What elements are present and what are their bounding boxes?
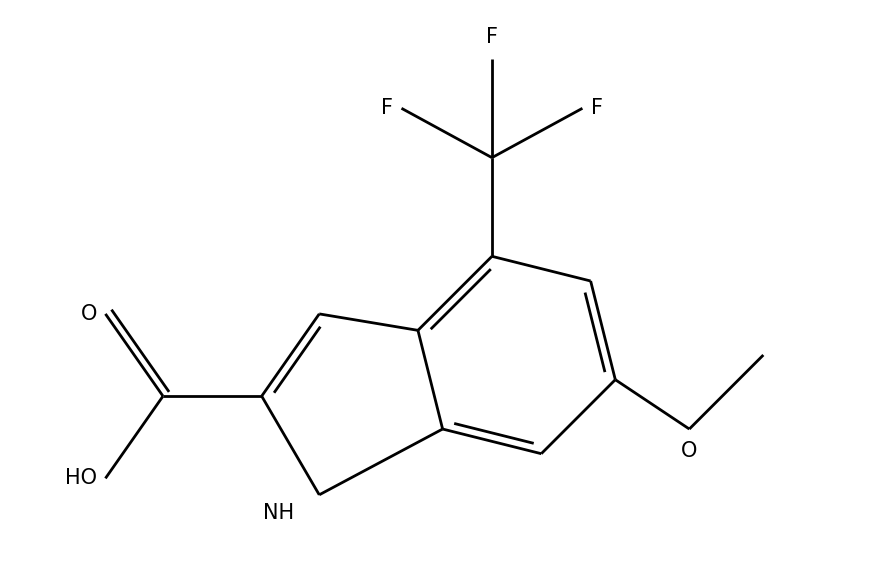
- Text: O: O: [81, 304, 97, 324]
- Text: O: O: [681, 441, 697, 461]
- Text: F: F: [381, 98, 393, 118]
- Text: F: F: [486, 26, 498, 47]
- Text: HO: HO: [65, 468, 97, 488]
- Text: NH: NH: [263, 503, 295, 523]
- Text: F: F: [590, 98, 602, 118]
